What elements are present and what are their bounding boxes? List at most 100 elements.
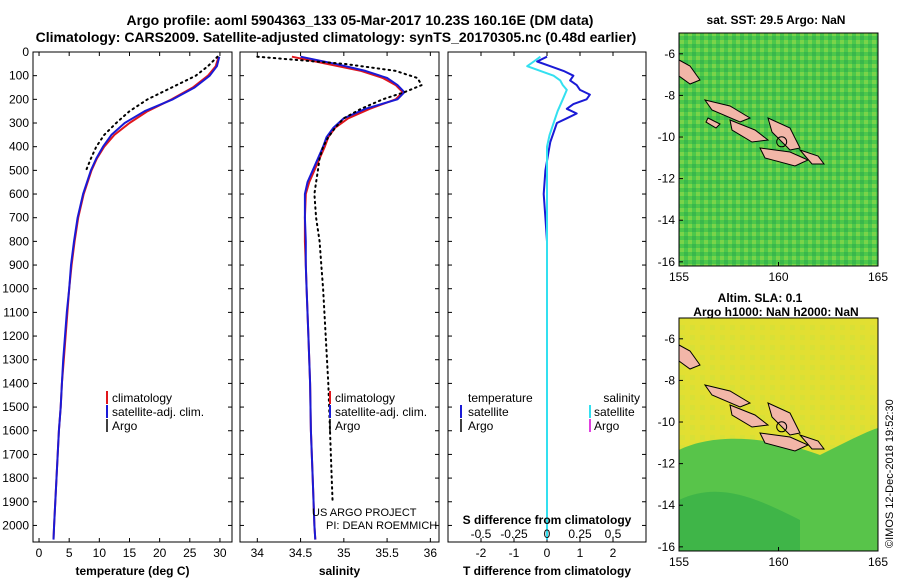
s-diff-axis-label: S difference from climatology [463,513,632,527]
y-tick-label: 2000 [2,518,29,532]
y-tick-label: 500 [9,163,29,177]
land-guadalcanal [759,147,810,167]
sla-lower-region [679,491,800,551]
y-tick-label: 100 [9,69,29,83]
map-y-tick-label: -12 [658,172,676,186]
x-tick-label: 15 [123,546,137,560]
map-x-tick-label: 155 [669,270,689,284]
land-malaita [767,402,801,436]
map-y-tick-label: -6 [664,332,675,346]
map-x-tick-label: 165 [868,270,888,284]
y-tick-label: 300 [9,116,29,130]
land-new-georgia [705,117,721,129]
s-diff-tick-labels: -0.5 -0.25 0 0.25 0.5 [471,527,622,541]
y-tick-label: 600 [9,187,29,201]
map-y-tick-label: -14 [658,213,676,227]
land-bougainville [679,344,701,370]
y-tick-label: 900 [9,258,29,272]
sla-map-shading [679,344,878,551]
sst-map [678,32,879,267]
y-tick-label: 1800 [2,471,29,485]
legend-satellite-label: satellite-adj. clim. [112,405,204,419]
series-satellite-adj-clim- [300,55,406,540]
map-y-tick-label: -12 [658,457,676,471]
land-isabel [729,404,770,428]
map-x-tick-label: 160 [768,270,788,284]
y-tick-label: 1200 [2,329,29,343]
legend-t-satellite-label: satellite [468,405,509,419]
panel-frame [239,51,440,543]
s-diff-tick-label: -0.25 [500,527,528,541]
x-tick-label: 20 [153,546,167,560]
legend-temperature-header: temperature [468,391,533,405]
x-tick-label: 30 [213,546,227,560]
legend-s-satellite-label: satellite [594,405,635,419]
temperature-panel: 0 5 10 15 20 25 30 temperature (deg C) [32,51,233,578]
s-diff-tick-label: 0.5 [605,527,622,541]
map-y-tick-label: -14 [658,498,676,512]
land-makira [798,148,825,165]
x-tick-label: 2 [610,546,617,560]
legend-t-argo-label: Argo [468,419,494,433]
x-axis-label: T difference from climatology [463,564,631,578]
map-y-tick-label: -6 [664,47,675,61]
sst-map-land [679,59,825,167]
x-tick-label: 35 [337,546,351,560]
x-tick-label: 1 [577,546,584,560]
land-malaita [767,117,801,151]
x-tick-label: 34 [251,546,265,560]
map-y-tick-label: -10 [658,415,676,429]
legend-argo-label: Argo [335,419,361,433]
panel-frame [32,51,233,543]
series-argo [85,55,219,172]
sst-map-title: sat. SST: 29.5 Argo: NaN [707,13,846,27]
x-tick-label: 35.5 [375,546,399,560]
map-x-tick-label: 155 [669,555,689,569]
land-makira [798,433,825,450]
x-tick-label: 10 [93,546,107,560]
x-tick-label: -1 [509,546,520,560]
credit-line-1: US ARGO PROJECT [312,507,417,519]
y-tick-label: 1600 [2,424,29,438]
series-argo [256,55,423,503]
map-y-tick-label: -16 [658,540,676,554]
credit-line-2: PI: DEAN ROEMMICH [326,520,437,532]
map-y-tick-label: -16 [658,255,676,269]
y-tick-label: 1100 [3,305,29,319]
sla-map-title-1: Altim. SLA: 0.1 [718,291,803,305]
series-climatology [291,55,404,540]
timestamp: ©IMOS 12-Dec-2018 19:52:30 [884,399,896,548]
map-y-tick-label: -8 [664,373,675,387]
y-tick-label: 1400 [2,376,29,390]
s-diff-tick-label: -0.5 [471,527,492,541]
x-tick-label: 0 [544,546,551,560]
map-x-tick-label: 165 [868,555,888,569]
title-line-1: Argo profile: aoml 5904363_133 05-Mar-20… [127,12,594,28]
legend-satellite-label: satellite-adj. clim. [335,405,427,419]
x-tick-label: -2 [476,546,487,560]
difference-panel: -2 -1 0 1 2 T difference from climatology [447,51,647,578]
y-tick-label: 1300 [2,353,29,367]
difference-legend: temperature satellite Argo salinity sate… [460,391,640,433]
x-tick-label: 25 [183,546,197,560]
s-diff-tick-label: 0.25 [568,527,592,541]
series-salinity-satellite [526,55,568,540]
series-temperature-satellite [536,55,591,540]
legend-salinity-header: salinity [603,391,640,405]
x-axis-label: temperature (deg C) [75,564,189,578]
depth-axis-labels: 0 100 200 300 400 500 600 700 800 900 1000 1100 1200… [2,45,29,532]
sst-float-marker [776,136,788,148]
land-guadalcanal [759,432,810,452]
y-tick-label: 1900 [2,495,29,509]
map-y-tick-label: -10 [658,130,676,144]
sst-map-background [679,33,878,266]
sla-map-title-2: Argo h1000: NaN h2000: NaN [693,305,858,319]
map-y-tick-label: -8 [664,88,675,102]
sla-map [678,317,879,552]
y-tick-label: 1000 [2,282,29,296]
map-x-tick-label: 160 [768,555,788,569]
series-satellite-adj-clim- [52,56,221,540]
x-tick-label: 36 [424,546,438,560]
